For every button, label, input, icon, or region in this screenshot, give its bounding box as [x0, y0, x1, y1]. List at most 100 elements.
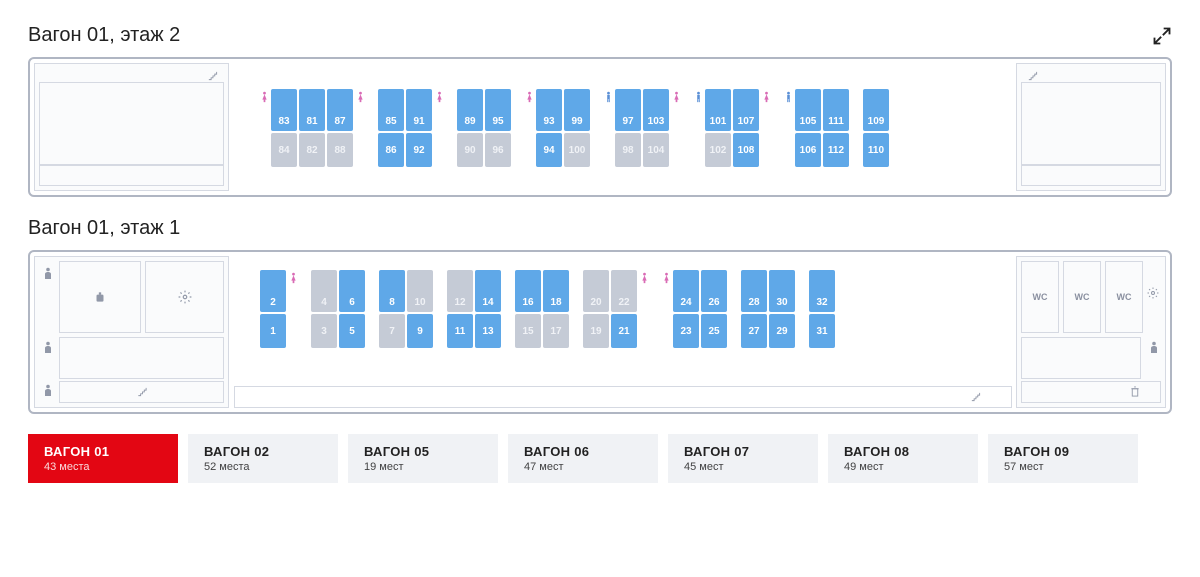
seat-column: 9394 [536, 89, 562, 167]
seat-32[interactable]: 32 [809, 270, 835, 312]
seat-29[interactable]: 29 [769, 314, 795, 348]
seat-84: 84 [271, 133, 297, 167]
seat-111[interactable]: 111 [823, 89, 849, 131]
gender-female-icon [525, 89, 533, 103]
wagon-tab-title: ВАГОН 06 [524, 444, 642, 459]
seat-2[interactable]: 2 [260, 270, 286, 312]
wagon-tab-4[interactable]: ВАГОН 06 47 мест [508, 434, 658, 483]
wagon-tab-title: ВАГОН 07 [684, 444, 802, 459]
wagon-tab-3[interactable]: ВАГОН 0519 мест [348, 434, 498, 483]
floor2-left-room [39, 82, 224, 166]
seat-95[interactable]: 95 [485, 89, 511, 131]
seat-92[interactable]: 92 [406, 133, 432, 167]
floor1-left-bottom [59, 381, 224, 403]
seat-101[interactable]: 101 [705, 89, 731, 131]
wagon-tab-sub: 19 мест [364, 461, 482, 473]
stairs-icon [136, 386, 147, 400]
wagon-tab-6[interactable]: ВАГОН 0849 мест [828, 434, 978, 483]
seat-5[interactable]: 5 [339, 314, 365, 348]
wagon-tab-title: ВАГОН 01 [44, 444, 162, 459]
floor2-right-corridor [1021, 164, 1161, 186]
floor1-title: Вагон 01, этаж 1 [28, 217, 180, 240]
seat-99[interactable]: 99 [564, 89, 590, 131]
seat-87[interactable]: 87 [327, 89, 353, 131]
seat-108[interactable]: 108 [733, 133, 759, 167]
compartment: 105106111112 [795, 89, 849, 167]
wagon-tab-2[interactable]: ВАГОН 0252 места [188, 434, 338, 483]
gender-female-icon [640, 270, 648, 284]
seat-106[interactable]: 106 [795, 133, 821, 167]
compartment: 20192221 [583, 270, 637, 348]
wagon-tab-sub: 47 мест [524, 461, 642, 473]
seat-11[interactable]: 11 [447, 314, 473, 348]
floor1-left-corridor [59, 337, 224, 379]
compartment: 21 [260, 270, 286, 348]
seat-107[interactable]: 107 [733, 89, 759, 131]
seat-25[interactable]: 25 [701, 314, 727, 348]
seat-column: 8182 [299, 89, 325, 167]
seat-112[interactable]: 112 [823, 133, 849, 167]
seat-10: 10 [407, 270, 433, 312]
seat-27[interactable]: 27 [741, 314, 767, 348]
seat-12: 12 [447, 270, 473, 312]
wc-1: WC [1021, 261, 1059, 333]
seat-86[interactable]: 86 [378, 133, 404, 167]
seat-column: 3029 [769, 270, 795, 348]
seat-104: 104 [643, 133, 669, 167]
compartment: 838481828788 [271, 89, 353, 167]
seat-13[interactable]: 13 [475, 314, 501, 348]
seat-94[interactable]: 94 [536, 133, 562, 167]
seat-column: 99100 [564, 89, 590, 167]
wagon-tab-1[interactable]: ВАГОН 0143 места [28, 434, 178, 483]
seat-89[interactable]: 89 [457, 89, 483, 131]
seat-22: 22 [611, 270, 637, 312]
seat-24[interactable]: 24 [673, 270, 699, 312]
compartment: 16151817 [515, 270, 569, 348]
seat-16[interactable]: 16 [515, 270, 541, 312]
floor1-right-bottom [1021, 381, 1161, 403]
seat-30[interactable]: 30 [769, 270, 795, 312]
seat-17: 17 [543, 314, 569, 348]
person-icon [43, 341, 53, 356]
seat-109[interactable]: 109 [863, 89, 889, 131]
seat-18[interactable]: 18 [543, 270, 569, 312]
seat-93[interactable]: 93 [536, 89, 562, 131]
person-icon [43, 267, 53, 282]
seat-96: 96 [485, 133, 511, 167]
floor2-left-zone [34, 63, 229, 191]
seat-85[interactable]: 85 [378, 89, 404, 131]
seat-column: 1211 [447, 270, 473, 348]
seat-4: 4 [311, 270, 337, 312]
seat-26[interactable]: 26 [701, 270, 727, 312]
seat-28[interactable]: 28 [741, 270, 767, 312]
gender-male-icon [694, 89, 702, 103]
seat-21[interactable]: 21 [611, 314, 637, 348]
seat-column: 87 [379, 270, 405, 348]
seat-31[interactable]: 31 [809, 314, 835, 348]
expand-icon[interactable] [1152, 26, 1172, 46]
gender-female-icon [289, 270, 297, 284]
seat-91[interactable]: 91 [406, 89, 432, 131]
floor1-left-room-2 [145, 261, 224, 333]
compartment: 109110 [863, 89, 889, 167]
seat-14[interactable]: 14 [475, 270, 501, 312]
seat-110[interactable]: 110 [863, 133, 889, 167]
wagon-tab-5[interactable]: ВАГОН 0745 мест [668, 434, 818, 483]
seat-column: 107108 [733, 89, 759, 167]
seat-83[interactable]: 83 [271, 89, 297, 131]
seat-8[interactable]: 8 [379, 270, 405, 312]
seat-column: 43 [311, 270, 337, 348]
seat-105[interactable]: 105 [795, 89, 821, 131]
floor2-seat-area: 8384818287888586919289909596939499100979… [260, 89, 990, 187]
seat-81[interactable]: 81 [299, 89, 325, 131]
seat-103[interactable]: 103 [643, 89, 669, 131]
seat-97[interactable]: 97 [615, 89, 641, 131]
seat-23[interactable]: 23 [673, 314, 699, 348]
seat-9[interactable]: 9 [407, 314, 433, 348]
wc-2: WC [1063, 261, 1101, 333]
floor1-right-corridor [1021, 337, 1141, 379]
wagon-tab-7[interactable]: ВАГОН 0957 мест [988, 434, 1138, 483]
seat-column: 2019 [583, 270, 609, 348]
seat-6[interactable]: 6 [339, 270, 365, 312]
seat-1[interactable]: 1 [260, 314, 286, 348]
